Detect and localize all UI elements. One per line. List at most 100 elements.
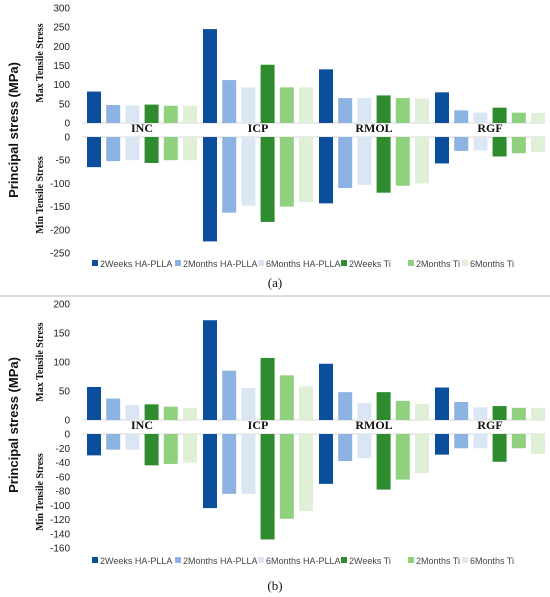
bar-max-inc-5: [183, 407, 197, 420]
bar-min-icp-4: [279, 434, 294, 519]
bar-max-rmol-5: [415, 403, 429, 420]
bar-max-inc-2: [125, 404, 140, 420]
bar-max-rgf-3: [492, 107, 507, 123]
bar-max-rmol-3: [376, 392, 391, 420]
bar-min-icp-5: [299, 137, 313, 202]
bar-min-icp-0: [203, 434, 217, 509]
category-label: INC: [131, 121, 153, 135]
bar-min-rgf-5: [531, 434, 545, 454]
bar-min-rmol-2: [357, 434, 372, 459]
bar-min-inc-0: [87, 137, 101, 168]
bar-min-rmol-4: [395, 434, 410, 480]
bottom-y-tick-label: -150: [50, 202, 70, 213]
bottom-y-tick-label: -120: [50, 515, 70, 526]
legend-label: 2Weeks HA-PLLA: [100, 259, 172, 269]
bar-min-icp-3: [260, 137, 275, 222]
legend-swatch: [175, 260, 181, 266]
bottom-y-tick-label: -200: [50, 225, 70, 236]
bar-min-icp-0: [203, 137, 217, 242]
bar-max-rmol-3: [376, 95, 391, 123]
bottom-y-tick-label: -60: [56, 472, 71, 483]
bar-min-rmol-1: [338, 137, 353, 189]
bar-min-icp-2: [241, 137, 256, 206]
legend-label: 2Months HA-PLLA: [183, 259, 258, 269]
max-tensile-label: Max Tensile Stress: [35, 23, 46, 102]
top-y-tick-label: 0: [64, 416, 70, 427]
top-y-tick-label: 200: [53, 300, 70, 311]
category-label: ICP: [248, 121, 269, 135]
top-y-tick-label: 250: [53, 23, 70, 34]
bottom-y-tick-label: -100: [50, 179, 70, 190]
bar-max-inc-4: [163, 406, 178, 420]
category-label: RMOL: [355, 418, 392, 432]
bar-min-rmol-2: [357, 137, 372, 185]
bar-max-rgf-1: [454, 110, 469, 123]
bar-max-rmol-2: [357, 98, 372, 123]
legend-label: 6Months Ti: [470, 556, 514, 566]
bar-max-inc-0: [87, 386, 101, 420]
bar-max-rmol-0: [319, 69, 333, 123]
bar-max-rgf-2: [473, 407, 488, 420]
bar-min-inc-1: [106, 434, 121, 450]
bar-max-rgf-1: [454, 402, 469, 420]
bar-min-icp-4: [279, 137, 294, 207]
max-tensile-label: Max Tensile Stress: [35, 322, 46, 401]
bar-min-rgf-1: [454, 137, 469, 151]
bottom-y-tick-label: -140: [50, 529, 70, 540]
bar-min-inc-3: [144, 434, 159, 466]
bar-max-inc-3: [144, 104, 159, 123]
bar-max-icp-3: [260, 357, 275, 420]
top-y-tick-label: 300: [53, 4, 70, 15]
bar-min-inc-0: [87, 434, 101, 456]
category-label: ICP: [248, 418, 269, 432]
bar-max-rgf-5: [531, 407, 545, 420]
bar-max-icp-3: [260, 64, 275, 123]
bar-min-icp-3: [260, 434, 275, 540]
bar-min-rmol-3: [376, 137, 391, 193]
bar-max-icp-2: [241, 87, 256, 123]
legend-swatch: [408, 260, 414, 266]
bar-min-rmol-3: [376, 434, 391, 490]
bar-max-inc-4: [163, 105, 178, 123]
bottom-y-tick-label: -20: [56, 444, 71, 455]
bar-max-rgf-4: [511, 112, 526, 123]
figure-caption: (b): [267, 578, 282, 593]
bar-min-rgf-3: [492, 137, 507, 157]
bar-max-icp-2: [241, 388, 256, 420]
top-y-tick-label: 100: [53, 80, 70, 91]
bar-max-icp-1: [222, 80, 237, 123]
bar-max-inc-5: [183, 105, 197, 123]
bar-min-rmol-5: [415, 434, 429, 474]
bar-max-rmol-2: [357, 403, 372, 420]
bar-max-rgf-0: [435, 387, 449, 420]
bar-min-inc-4: [163, 137, 178, 161]
bottom-y-tick-label: 0: [64, 430, 70, 441]
bar-max-rmol-0: [319, 363, 333, 420]
bar-max-rmol-5: [415, 98, 429, 123]
legend-label: 6Months Ti: [470, 259, 514, 269]
legend-swatch: [92, 260, 98, 266]
bar-max-icp-4: [279, 87, 294, 123]
bar-max-rgf-0: [435, 92, 449, 123]
legend-label: 2Months Ti: [416, 259, 460, 269]
bar-min-inc-2: [125, 434, 140, 450]
top-y-tick-label: 200: [53, 42, 70, 53]
bar-min-rgf-0: [435, 434, 449, 455]
category-label: RMOL: [355, 121, 392, 135]
legend-swatch: [341, 557, 347, 563]
bar-max-icp-1: [222, 370, 237, 420]
bar-max-inc-1: [106, 398, 121, 420]
bar-min-inc-5: [183, 137, 197, 161]
bottom-y-tick-label: -80: [56, 487, 71, 498]
bar-min-rgf-2: [473, 137, 488, 151]
bar-max-rgf-4: [511, 407, 526, 420]
legend-label: 2Weeks HA-PLLA: [100, 556, 172, 566]
legend-label: 6Months HA-PLLA: [266, 556, 341, 566]
bar-max-rgf-2: [473, 112, 488, 123]
bar-max-icp-4: [279, 375, 294, 420]
legend-swatch: [92, 557, 98, 563]
bar-min-inc-3: [144, 137, 159, 163]
bar-min-rmol-0: [319, 434, 333, 484]
y-axis-label: Principal stress (MPa): [6, 62, 21, 198]
